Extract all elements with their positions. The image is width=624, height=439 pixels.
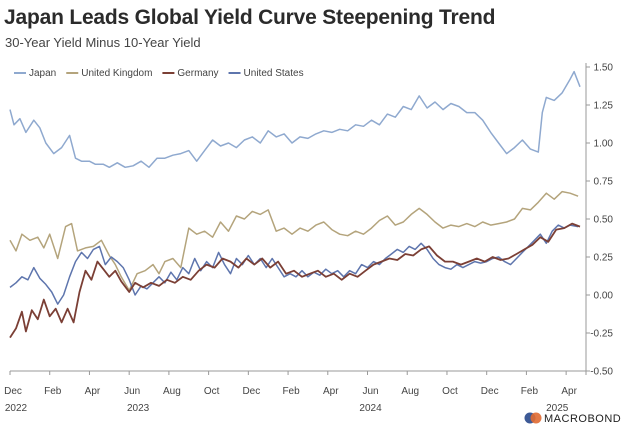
legend-entry: Germany (177, 68, 218, 79)
x-tick-label: Jun (124, 386, 140, 397)
series-layer (9, 70, 581, 339)
x-tick-label: Oct (442, 386, 458, 397)
x-tick-label: Feb (282, 386, 300, 397)
y-tick-label: -0.25 (590, 329, 613, 340)
y-tick-label: 1.50 (594, 63, 614, 74)
legend-entry: United Kingdom (81, 68, 152, 79)
y-tick-label: 1.00 (594, 139, 614, 150)
x-year-label: 2025 (546, 403, 569, 414)
x-tick-label: Dec (4, 386, 22, 397)
x-tick-label: Apr (85, 386, 101, 397)
legend-entry: Japan (29, 68, 56, 79)
legend: Japan United Kingdom Germany United States (14, 68, 304, 79)
x-tick-label: Apr (323, 386, 339, 397)
y-tick-label: 0.75 (594, 177, 614, 188)
y-tick-label: 0.00 (594, 291, 614, 302)
x-tick-label: Oct (204, 386, 220, 397)
x-tick-label: Aug (401, 386, 419, 397)
x-year-label: 2024 (359, 403, 382, 414)
x-tick-label: Dec (481, 386, 499, 397)
x-tick-label: Jun (362, 386, 378, 397)
x-year-label: 2022 (5, 403, 28, 414)
chart-subtitle: 30-Year Yield Minus 10-Year Yield (5, 35, 201, 50)
chart-title: Japan Leads Global Yield Curve Steepenin… (4, 6, 496, 29)
y-tick-label: 0.50 (594, 215, 614, 226)
series-line-germany (9, 222, 581, 339)
series-line-united-kingdom (9, 190, 579, 292)
y-tick-label: 1.25 (594, 101, 614, 112)
x-axis: Dec Feb Apr Jun Aug Oct Dec Feb Apr Jun Aug Oct Dec F… (4, 370, 586, 414)
y-tick-label: -0.50 (590, 367, 613, 378)
x-tick-label: Feb (521, 386, 539, 397)
series-line-japan (9, 70, 581, 169)
brand-name: MACROBOND (544, 413, 621, 425)
brand-logo: MACROBOND (524, 412, 621, 425)
y-tick-label: 0.25 (594, 253, 614, 264)
x-tick-label: Aug (163, 386, 181, 397)
brand-mark-right (530, 412, 542, 424)
legend-entry: United States (244, 68, 304, 79)
y-axis: 1.50 1.25 1.00 0.75 0.50 0.25 0.00 -0.25 -0.50 (585, 63, 614, 378)
x-tick-label: Dec (242, 386, 260, 397)
series-line-united-states (9, 224, 579, 305)
x-tick-label: Apr (561, 386, 577, 397)
x-year-label: 2023 (127, 403, 150, 414)
x-tick-label: Feb (44, 386, 62, 397)
brand-icon (524, 412, 542, 424)
